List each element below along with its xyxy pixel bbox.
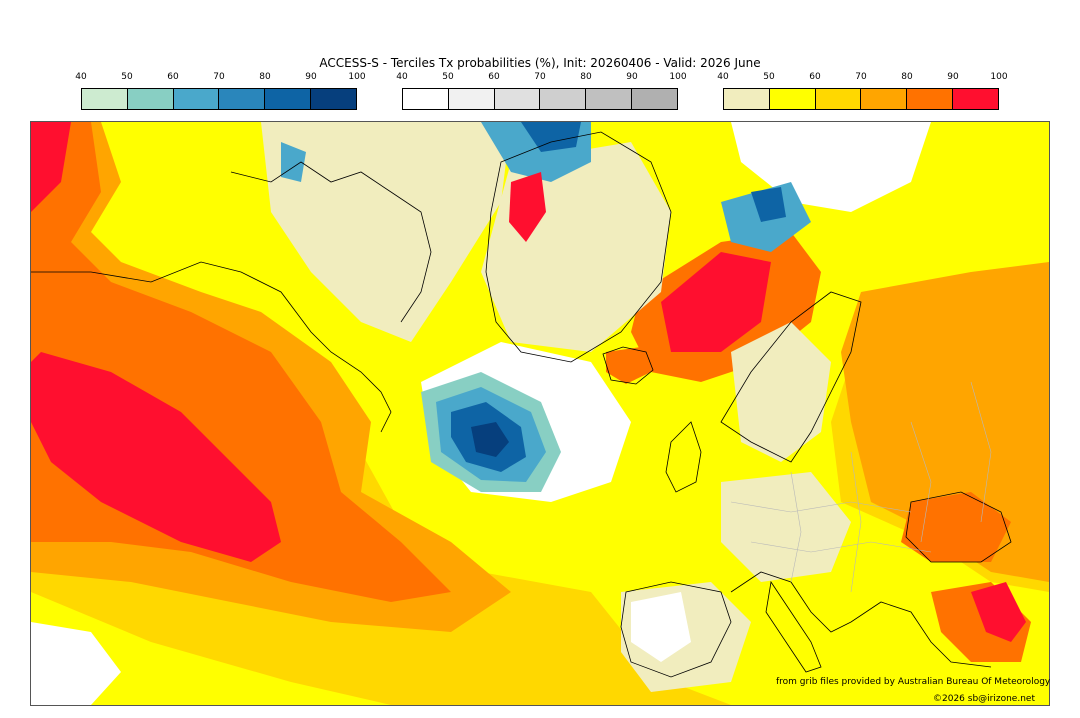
- legend-tick: 90: [947, 72, 959, 82]
- legend-tick: 70: [534, 72, 546, 82]
- coastline-british-isles: [665, 421, 702, 493]
- orange-east: [841, 262, 1049, 582]
- cream-central-europe: [721, 472, 851, 582]
- legend-swatch: [861, 89, 908, 109]
- darkorange-east: [901, 492, 1011, 562]
- red-greenland-east: [509, 172, 546, 242]
- source-credit: from grib files provided by Australian B…: [776, 677, 1051, 687]
- red-west: [31, 352, 281, 562]
- legend-tick: 40: [75, 72, 87, 82]
- legend-tick: 60: [167, 72, 179, 82]
- legend-swatch: [173, 89, 220, 109]
- border-line: [790, 471, 802, 583]
- legend-swatch: [907, 89, 954, 109]
- legend-swatch: [311, 89, 356, 109]
- legend-swatch: [540, 89, 587, 109]
- legend-tick: 50: [442, 72, 454, 82]
- legend-tick: 50: [763, 72, 775, 82]
- legend-swatch: [127, 89, 174, 109]
- legend-swatch: [632, 89, 677, 109]
- red-iceland: [606, 347, 651, 384]
- legend-tick: 100: [669, 72, 687, 82]
- legend-tick: 80: [580, 72, 592, 82]
- blue-barents-dark: [751, 187, 786, 222]
- legend-tick: 80: [259, 72, 271, 82]
- legend-swatch: [219, 89, 266, 109]
- cream-scandinavia: [731, 322, 831, 462]
- blue-atlantic-core: [471, 422, 509, 457]
- white-italy: [631, 592, 691, 662]
- coastline-canada-arctic: [230, 161, 432, 323]
- legend-ticks: 40 50 60 70 80 90 100: [717, 72, 1007, 86]
- legend-tick: 90: [305, 72, 317, 82]
- coastline-black-sea: [905, 491, 1012, 563]
- map-canvas: [31, 122, 1049, 705]
- legend-swatch: [586, 89, 633, 109]
- legend-tick: 100: [348, 72, 366, 82]
- map-title: ACCESS-S - Terciles Tx probabilities (%)…: [319, 56, 761, 70]
- legend-swatch: [815, 89, 862, 109]
- coastline-iceland: [602, 346, 654, 385]
- border-line: [910, 421, 932, 543]
- legend-ticks: 40 50 60 70 80 90 100: [396, 72, 686, 86]
- red-norwegian-sea: [661, 252, 771, 352]
- yellow-zone-south: [31, 592, 391, 705]
- coastline-iberia: [620, 581, 732, 678]
- border-line: [850, 451, 862, 593]
- coastlines: [31, 131, 1012, 678]
- border-line: [750, 541, 932, 553]
- blue-labrador: [281, 142, 306, 182]
- coastline-italy: [765, 580, 822, 673]
- legend-tick: 50: [121, 72, 133, 82]
- legend-tick: 90: [626, 72, 638, 82]
- legend-swatch: [403, 89, 449, 109]
- red-turkey: [971, 582, 1026, 642]
- legend-swatch: [953, 89, 998, 109]
- legend-tick: 70: [213, 72, 225, 82]
- border-line: [970, 381, 992, 523]
- legend-swatch: [494, 89, 541, 109]
- red-nw-corner: [31, 122, 71, 212]
- legend-swatch: [724, 89, 770, 109]
- legend-tick: 70: [855, 72, 867, 82]
- legend-swatch: [82, 89, 128, 109]
- legend-tick: 100: [990, 72, 1008, 82]
- legend-swatch: [448, 89, 495, 109]
- coastline-greenland: [485, 131, 672, 363]
- copyright-credit: ©2026 sb@irizone.net: [933, 694, 1035, 704]
- legend-tick: 60: [488, 72, 500, 82]
- legend-tick: 80: [901, 72, 913, 82]
- border-line: [730, 501, 912, 513]
- legend-swatch: [265, 89, 312, 109]
- coastline-north-america: [31, 261, 392, 433]
- coastline-europe-south: [730, 571, 992, 668]
- blue-greenland-north-dark: [521, 122, 581, 152]
- coastline-scandinavia: [720, 291, 862, 463]
- legend-colorbar: [723, 88, 999, 110]
- country-borders: [730, 381, 992, 593]
- legend-ticks: 40 50 60 70 80 90 100: [75, 72, 365, 86]
- probability-map: [30, 121, 1050, 706]
- white-southwest: [31, 622, 121, 705]
- legend-above-normal: 40 50 60 70 80 90 100: [717, 72, 1008, 114]
- legend-swatch: [769, 89, 816, 109]
- legend-tick: 40: [396, 72, 408, 82]
- legend-near-normal: 40 50 60 70 80 90 100: [396, 72, 687, 114]
- legend-below-normal: 40 50 60 70 80 90 100: [75, 72, 366, 114]
- legend-tick: 40: [717, 72, 729, 82]
- legend-colorbar: [402, 88, 678, 110]
- legend-colorbar: [81, 88, 357, 110]
- legend-tick: 60: [809, 72, 821, 82]
